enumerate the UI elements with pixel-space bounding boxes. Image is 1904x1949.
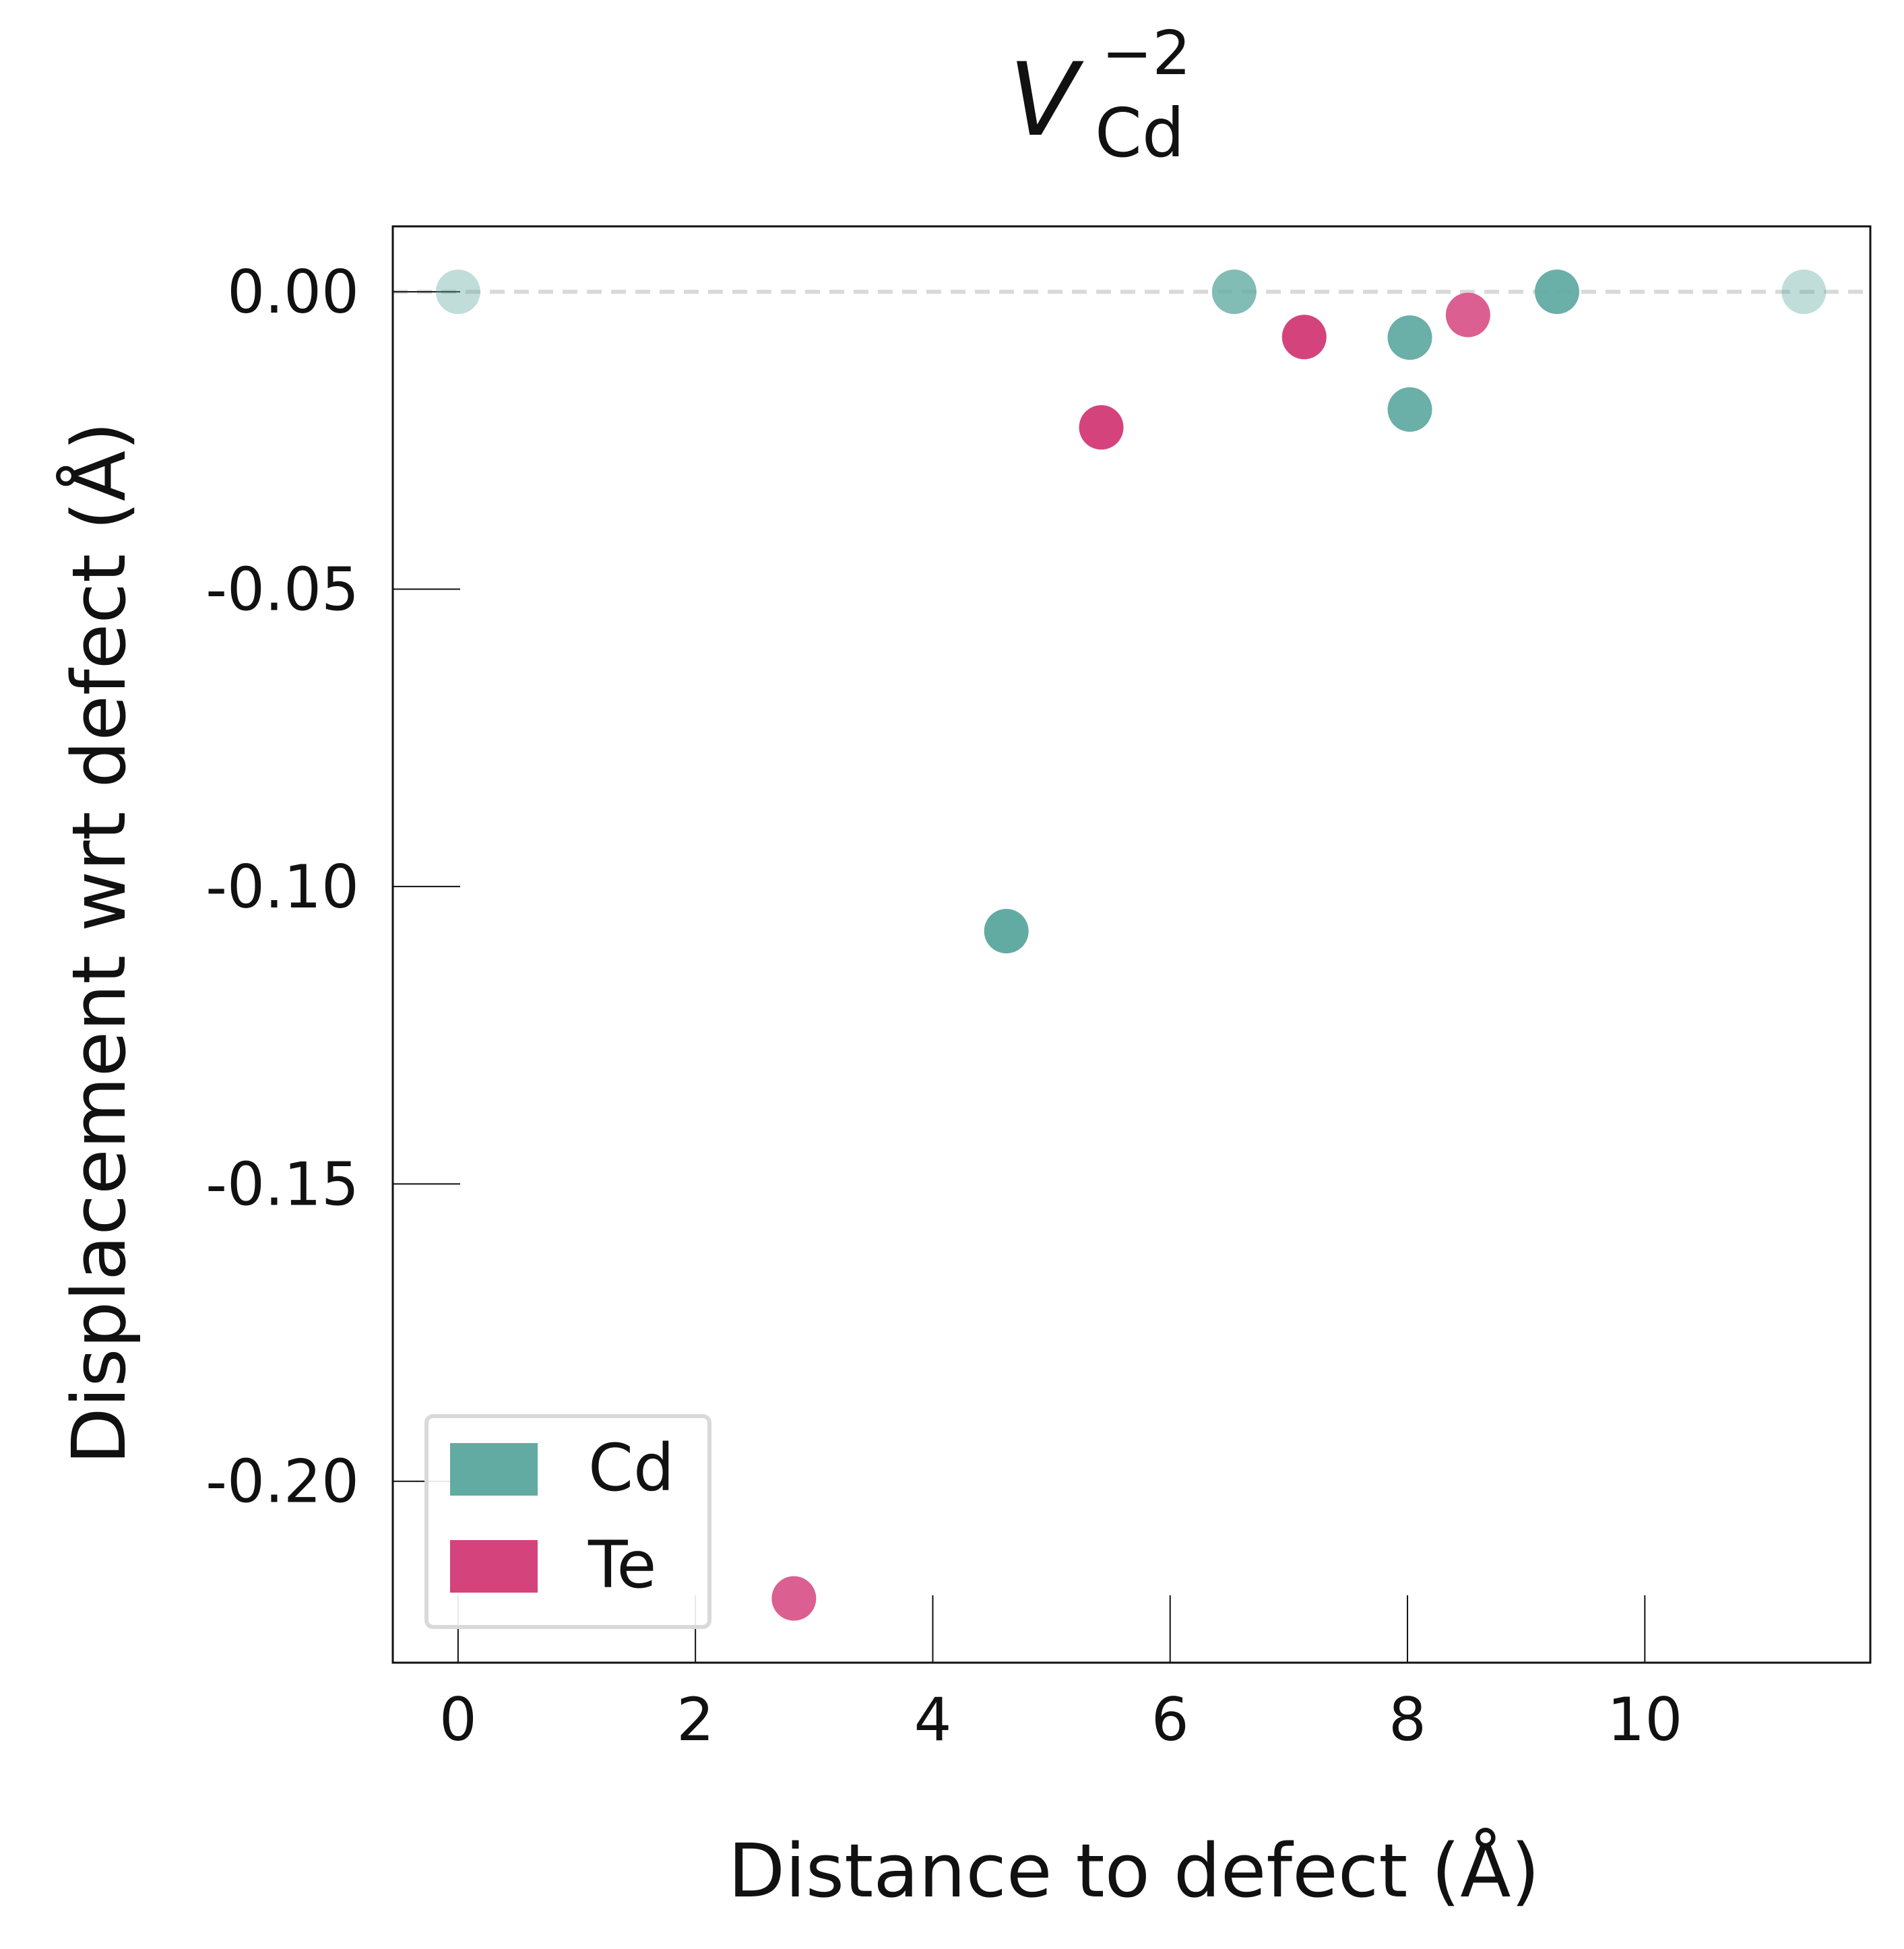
data-points bbox=[435, 269, 1827, 1621]
legend-swatch-cd bbox=[450, 1443, 538, 1496]
plot-area-frame bbox=[391, 225, 1872, 1664]
legend-label-te: Te bbox=[588, 1527, 656, 1603]
y-tick-label: 0.00 bbox=[227, 257, 359, 327]
y-tick-label: -0.05 bbox=[205, 555, 359, 625]
x-tick-label: 10 bbox=[1607, 1685, 1682, 1754]
chart-title-superscript: −2 bbox=[1102, 18, 1191, 89]
data-point-cd bbox=[1387, 315, 1432, 360]
data-point-cd bbox=[1781, 269, 1827, 315]
x-axis-label: Distance to defect (Å) bbox=[728, 1827, 1540, 1914]
data-point-te bbox=[771, 1576, 817, 1621]
data-point-cd bbox=[435, 269, 480, 315]
legend: Cd Te bbox=[424, 1414, 711, 1629]
x-tick-label: 2 bbox=[676, 1685, 714, 1754]
x-tick-label: 8 bbox=[1389, 1685, 1426, 1754]
y-axis-label: Displacement wrt defect (Å) bbox=[55, 422, 142, 1465]
y-tick-label: -0.15 bbox=[205, 1149, 359, 1219]
chart-title-subscript: Cd bbox=[1095, 94, 1184, 172]
x-tick-label: 4 bbox=[914, 1685, 951, 1754]
chart-title-base: V bbox=[1009, 42, 1084, 159]
data-point-te bbox=[1281, 315, 1327, 360]
y-axis-ticks: 0.00 -0.05 -0.10 -0.15 -0.20 bbox=[205, 257, 460, 1516]
data-point-cd bbox=[1387, 387, 1432, 432]
data-point-cd bbox=[1534, 269, 1579, 315]
chart-title: V −2 Cd bbox=[1009, 18, 1191, 172]
data-point-te bbox=[1079, 405, 1124, 450]
x-tick-label: 6 bbox=[1151, 1685, 1189, 1754]
data-point-cd bbox=[984, 909, 1029, 954]
data-point-te bbox=[1445, 292, 1490, 338]
y-tick-label: -0.20 bbox=[205, 1447, 359, 1516]
legend-swatch-te bbox=[450, 1540, 538, 1593]
y-tick-label: -0.10 bbox=[205, 852, 359, 922]
legend-label-cd: Cd bbox=[588, 1430, 674, 1506]
x-tick-label: 0 bbox=[439, 1685, 477, 1754]
data-point-cd bbox=[1211, 269, 1257, 315]
x-axis-ticks: 0 2 4 6 8 10 bbox=[439, 1595, 1682, 1754]
